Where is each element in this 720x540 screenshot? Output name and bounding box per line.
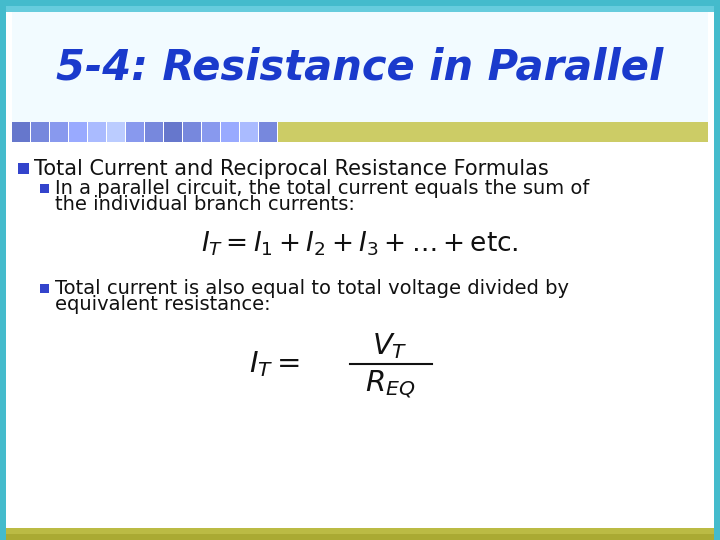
Text: $I_T = I_1 + I_2 + I_3 +\ldots+\mathrm{etc.}$: $I_T = I_1 + I_2 + I_3 +\ldots+\mathrm{e… [201,230,519,258]
Bar [18,163,29,174]
Bar [278,122,708,142]
Text: Total current is also equal to total voltage divided by: Total current is also equal to total vol… [55,280,569,299]
Text: 5-4: Resistance in Parallel: 5-4: Resistance in Parallel [56,46,664,88]
Bar [0,534,720,540]
Bar [221,122,239,142]
Bar [12,122,30,142]
Bar [12,12,708,122]
Bar [126,122,144,142]
Bar [6,528,714,534]
Bar [50,122,68,142]
Bar [12,142,708,528]
Bar [0,0,6,540]
Bar [259,122,277,142]
Bar [6,6,714,12]
Bar [40,184,49,193]
Bar [202,122,220,142]
Text: In a parallel circuit, the total current equals the sum of: In a parallel circuit, the total current… [55,179,590,199]
Text: $I_T =$: $I_T =$ [249,349,300,379]
Bar [40,284,49,293]
Text: the individual branch currents:: the individual branch currents: [55,195,355,214]
Text: $V_T$: $V_T$ [372,331,408,361]
Bar [0,0,720,6]
Text: equivalent resistance:: equivalent resistance: [55,295,271,314]
Bar [714,0,720,540]
Bar [31,122,49,142]
Bar [183,122,201,142]
Bar [107,122,125,142]
Bar [164,122,182,142]
Bar [145,122,163,142]
Text: Total Current and Reciprocal Resistance Formulas: Total Current and Reciprocal Resistance … [34,159,549,179]
Bar [88,122,106,142]
Bar [69,122,87,142]
Bar [240,122,258,142]
Text: $R_{EQ}$: $R_{EQ}$ [365,368,415,400]
